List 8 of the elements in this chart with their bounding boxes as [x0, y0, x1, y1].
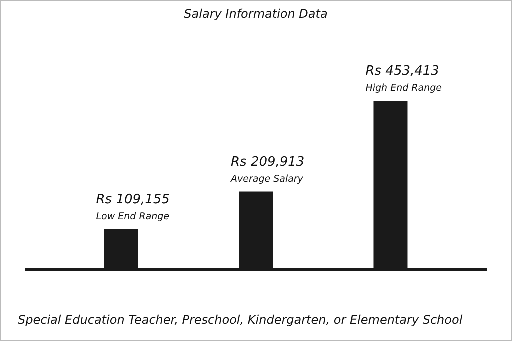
- x-axis-title: Special Education Teacher, Preschool, Kindergarten, or Elementary School: [18, 313, 464, 327]
- chart-title: Salary Information Data: [184, 7, 328, 21]
- data-label: Rs 453,413: [366, 64, 440, 79]
- x-tick-label: High End Range: [366, 83, 442, 94]
- data-label: Rs 209,913: [231, 154, 305, 170]
- x-tick-label: Low End Range: [96, 211, 170, 222]
- data-label: Rs 109,155: [96, 192, 170, 208]
- x-tick-label: Average Salary: [230, 174, 304, 185]
